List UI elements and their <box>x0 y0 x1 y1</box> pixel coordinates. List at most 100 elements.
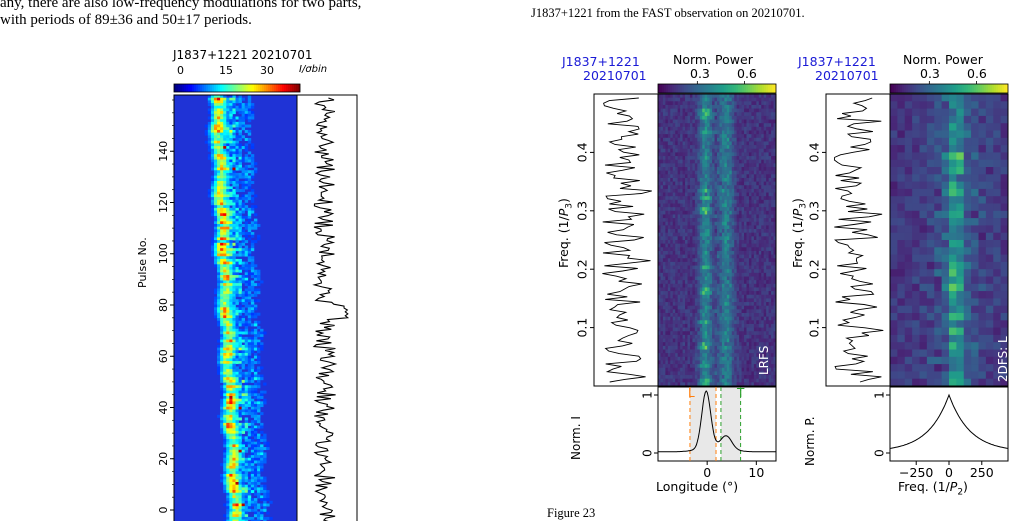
fig1-heatmap-cell <box>254 283 257 286</box>
fig2-heatmap-cell <box>749 240 752 244</box>
fig1-heatmap-cell <box>254 471 257 474</box>
fig1-heatmap-cell <box>245 297 248 300</box>
fig1-heatmap-cell <box>245 447 248 450</box>
fig2-heatmap-cell <box>695 145 698 149</box>
fig2-heatmap-cell <box>766 218 769 222</box>
fig2-heatmap-cell <box>663 167 666 171</box>
fig1-heatmap-cell <box>223 149 226 152</box>
fig2-heatmap-cell <box>665 145 668 149</box>
fig1-heatmap-cell <box>245 181 248 184</box>
fig2-heatmap-cell <box>771 218 774 222</box>
fig2-heatmap-cell <box>719 127 722 131</box>
fig1-heatmap-cell <box>214 186 217 189</box>
fig1-heatmap-cell <box>220 305 223 308</box>
fig1-heatmap-cell <box>217 259 220 262</box>
fig2-heatmap-cell <box>673 178 676 182</box>
fig2-heatmap-cell <box>712 258 715 262</box>
fig1-heatmap-cell <box>248 428 251 431</box>
fig2-heatmap-cell <box>744 156 747 160</box>
fig2-heatmap-cell <box>683 247 686 251</box>
fig1-heatmap-cell <box>248 517 251 520</box>
fig2-heatmap-cell <box>707 149 710 153</box>
fig2-heatmap-cell <box>685 233 688 237</box>
fig2-heatmap-cell <box>663 277 666 281</box>
fig2-heatmap-cell <box>710 244 713 248</box>
fig1-heatmap-cell <box>248 291 251 294</box>
fig1-heatmap-cell <box>254 512 257 515</box>
fig1-heatmap-cell <box>245 493 248 496</box>
fig2-heatmap-cell <box>754 109 757 113</box>
fig1-heatmap-cell <box>245 474 248 477</box>
fig1-heatmap-cell <box>257 415 260 418</box>
fig2-heatmap-cell <box>692 94 695 98</box>
fig1-heatmap-cell <box>236 173 239 176</box>
fig1-heatmap-cell <box>266 498 269 501</box>
fig2-heatmap-cell <box>764 123 767 127</box>
fig2-heatmap-cell <box>759 131 762 135</box>
fig2-heatmap-cell <box>754 229 757 233</box>
fig2-heatmap-cell <box>678 207 681 211</box>
fig2-heatmap-cell <box>702 105 705 109</box>
fig1-heatmap-cell <box>248 332 251 335</box>
fig1-heatmap-cell <box>232 353 235 356</box>
fig2-heatmap-cell <box>722 258 725 262</box>
fig2-heatmap-cell <box>685 295 688 299</box>
fig2-heatmap-cell <box>751 298 754 302</box>
fig2-heatmap-cell <box>727 160 730 164</box>
fig1-heatmap-cell <box>208 100 211 103</box>
fig2-heatmap-cell <box>717 105 720 109</box>
fig2-heatmap-cell <box>734 262 737 266</box>
fig1-heatmap-cell <box>211 240 214 243</box>
fig2-heatmap-cell <box>759 149 762 153</box>
fig2-heatmap-cell <box>678 218 681 222</box>
fig2-heatmap-cell <box>710 182 713 186</box>
fig1-heatmap-cell <box>208 192 211 195</box>
fig2-heatmap-cell <box>680 207 683 211</box>
fig1-heatmap-cell <box>223 248 226 251</box>
fig1-heatmap-cell <box>254 391 257 394</box>
fig1-heatmap-cell <box>254 313 257 316</box>
fig2-heatmap-cell <box>754 262 757 266</box>
fig2-heatmap-cell <box>663 225 666 229</box>
fig2-heatmap-cell <box>732 207 735 211</box>
fig1-heatmap-cell <box>214 248 217 251</box>
fig1-heatmap-cell <box>242 332 245 335</box>
fig1-heatmap-cell <box>223 178 226 181</box>
fig1-heatmap-cell <box>245 157 248 160</box>
fig1-heatmap-cell <box>223 482 226 485</box>
fig2-heatmap-cell <box>764 112 767 116</box>
fig2-heatmap-cell <box>756 233 759 237</box>
fig1-heatmap-cell <box>217 286 220 289</box>
fig2-heatmap-cell <box>761 258 764 262</box>
fig2-heatmap-cell <box>761 116 764 120</box>
fig2-heatmap-cell <box>749 233 752 237</box>
fig2-colorbar-cell <box>700 84 702 93</box>
fig1-heatmap-cell <box>239 444 242 447</box>
fig1-heatmap-cell <box>260 366 263 369</box>
fig2-heatmap-cell <box>727 185 730 189</box>
fig2-heatmap-cell <box>673 167 676 171</box>
fig2-heatmap-cell <box>734 182 737 186</box>
fig1-heatmap-cell <box>239 224 242 227</box>
fig2-heatmap-cell <box>660 174 663 178</box>
fig1-heatmap-cell <box>226 418 229 421</box>
fig2-heatmap-cell <box>695 112 698 116</box>
fig2-heatmap-cell <box>673 280 676 284</box>
fig2-heatmap-cell <box>697 302 700 306</box>
fig1-heatmap-cell <box>226 119 229 122</box>
fig2-heatmap-cell <box>769 233 772 237</box>
fig1-heatmap-cell <box>260 377 263 380</box>
fig1-heatmap-cell <box>239 391 242 394</box>
fig1-heatmap-cell <box>245 396 248 399</box>
fig2-heatmap-cell <box>695 116 698 120</box>
fig2-heatmap-cell <box>712 105 715 109</box>
fig1-heatmap-cell <box>226 493 229 496</box>
fig1-heatmap-cell <box>229 377 232 380</box>
fig2-heatmap-cell <box>668 258 671 262</box>
fig1-heatmap-cell <box>236 299 239 302</box>
fig2-heatmap-cell <box>690 229 693 233</box>
fig2-heatmap-cell <box>747 251 750 255</box>
fig2-heatmap-cell <box>710 200 713 204</box>
fig2-heatmap-cell <box>688 207 691 211</box>
fig1-heatmap-cell <box>239 200 242 203</box>
